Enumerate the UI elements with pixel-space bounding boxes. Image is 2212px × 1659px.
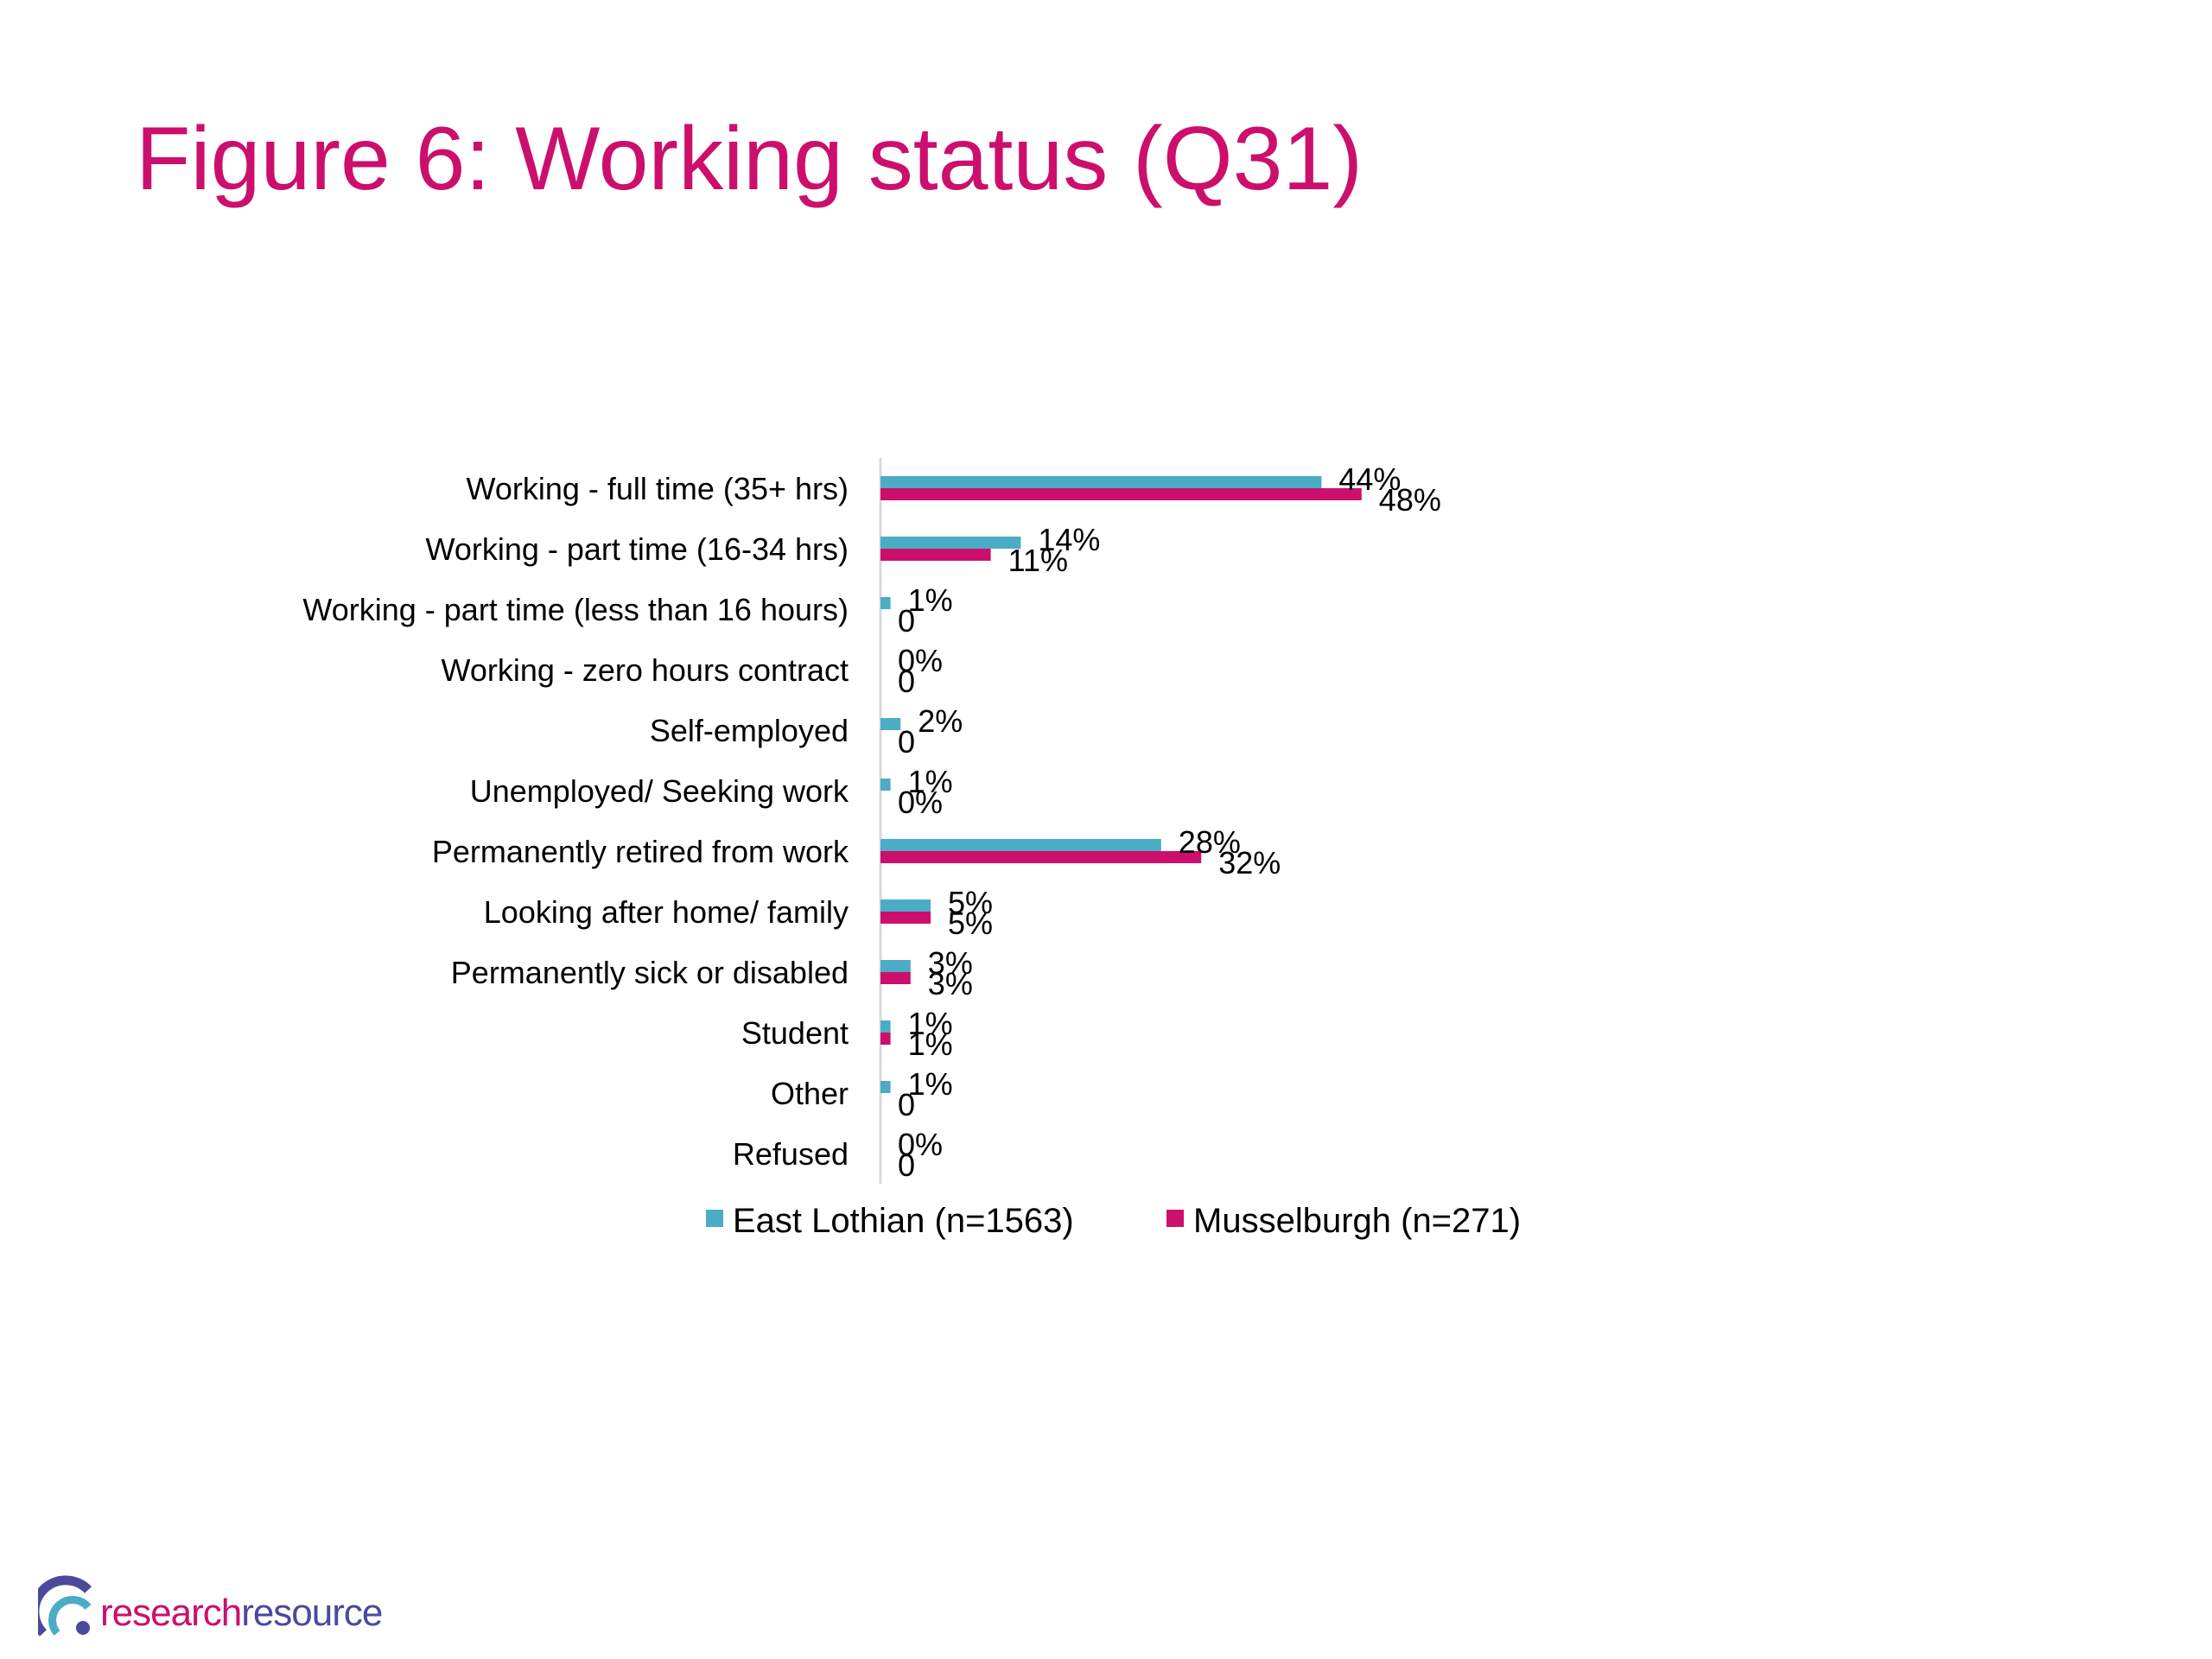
bar-musselburgh xyxy=(880,912,931,924)
category-label: Working - zero hours contract xyxy=(441,652,849,688)
bar-musselburgh xyxy=(880,851,1202,863)
category-label: Permanently sick or disabled xyxy=(451,955,849,990)
category-label: Unemployed/ Seeking work xyxy=(470,773,849,809)
category-label: Working - part time (less than 16 hours) xyxy=(302,592,849,627)
category-label: Permanently retired from work xyxy=(432,834,849,869)
legend-swatch-east-lothian xyxy=(706,1210,723,1227)
data-label-east-lothian: 0% xyxy=(898,643,943,678)
data-label-east-lothian: 3% xyxy=(928,945,973,981)
legend-label-musselburgh: Musselburgh (n=271) xyxy=(1193,1202,1521,1240)
slide-title: Figure 6: Working status (Q31) xyxy=(136,109,1363,209)
data-label-musselburgh: 0% xyxy=(898,785,943,820)
research-resource-logo: researchresource xyxy=(38,1571,470,1640)
data-label-musselburgh: 0 xyxy=(898,724,915,760)
legend-label-east-lothian: East Lothian (n=1563) xyxy=(733,1202,1074,1240)
category-label: Self-employed xyxy=(650,713,849,748)
category-label: Student xyxy=(741,1015,849,1051)
legend-swatch-musselburgh xyxy=(1166,1210,1184,1227)
data-label-musselburgh: 0 xyxy=(898,1147,915,1183)
bar-east-lothian xyxy=(880,899,931,912)
logo-word-resource: resource xyxy=(241,1592,383,1634)
bar-east-lothian xyxy=(880,597,891,609)
logo-word-research: research xyxy=(100,1592,242,1634)
bar-east-lothian xyxy=(880,537,1021,549)
bar-east-lothian xyxy=(880,1081,891,1093)
data-label-musselburgh: 3% xyxy=(928,966,973,1001)
category-label: Other xyxy=(771,1076,849,1111)
category-label: Looking after home/ family xyxy=(484,894,849,930)
logo-text: researchresource xyxy=(100,1592,383,1635)
bar-east-lothian xyxy=(880,839,1161,851)
data-label-musselburgh: 5% xyxy=(948,906,993,941)
bar-east-lothian xyxy=(880,718,901,730)
data-label-musselburgh: 0 xyxy=(898,603,915,639)
bar-musselburgh xyxy=(880,549,991,561)
data-label-musselburgh: 48% xyxy=(1379,482,1441,518)
bar-east-lothian xyxy=(880,476,1322,488)
bar-musselburgh xyxy=(880,972,911,984)
category-label: Refused xyxy=(733,1136,849,1172)
data-label-east-lothian: 14% xyxy=(1038,522,1100,557)
bar-east-lothian xyxy=(880,779,891,791)
data-label-musselburgh: 0 xyxy=(898,664,915,699)
data-label-east-lothian: 28% xyxy=(1179,824,1241,860)
data-label-musselburgh: 1% xyxy=(908,1027,953,1062)
bar-east-lothian xyxy=(880,960,911,972)
category-label: Working - part time (16-34 hrs) xyxy=(426,531,849,567)
data-label-east-lothian: 5% xyxy=(948,885,993,920)
data-label-east-lothian: 1% xyxy=(908,764,953,799)
bar-east-lothian xyxy=(880,1020,891,1033)
data-label-east-lothian: 0% xyxy=(898,1127,943,1162)
data-label-musselburgh: 11% xyxy=(1008,543,1068,578)
data-label-east-lothian: 44% xyxy=(1338,461,1401,497)
data-label-musselburgh: 32% xyxy=(1218,845,1281,880)
bar-musselburgh xyxy=(880,488,1362,500)
category-label: Working - full time (35+ hrs) xyxy=(467,471,849,506)
bar-musselburgh xyxy=(880,1033,891,1045)
logo-mark-icon xyxy=(38,1575,92,1637)
data-label-east-lothian: 1% xyxy=(908,582,953,618)
data-label-east-lothian: 1% xyxy=(908,1006,953,1041)
data-label-east-lothian: 1% xyxy=(908,1066,953,1102)
data-label-east-lothian: 2% xyxy=(918,703,963,739)
data-label-musselburgh: 0 xyxy=(898,1087,915,1122)
